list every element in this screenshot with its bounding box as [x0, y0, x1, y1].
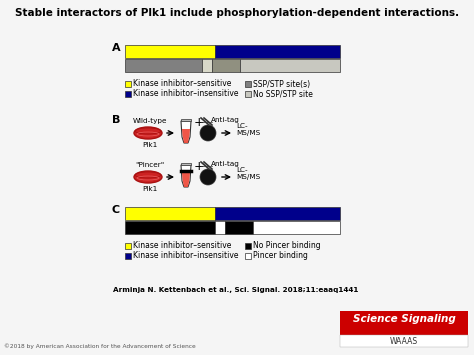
- Text: +: +: [194, 160, 205, 174]
- Text: LC-
MS/MS: LC- MS/MS: [236, 168, 260, 180]
- Polygon shape: [182, 173, 190, 187]
- Polygon shape: [181, 121, 191, 143]
- Bar: [181, 119, 191, 121]
- Bar: [125, 45, 215, 58]
- Bar: [125, 207, 215, 220]
- Bar: [125, 221, 215, 234]
- Bar: [125, 243, 131, 249]
- Bar: [245, 91, 251, 97]
- Polygon shape: [181, 165, 191, 187]
- Text: C: C: [112, 205, 120, 215]
- Bar: [245, 81, 251, 87]
- Bar: [181, 163, 191, 165]
- Text: Wild-type: Wild-type: [133, 118, 167, 124]
- Text: Kinase inhibitor–sensitive: Kinase inhibitor–sensitive: [133, 80, 231, 88]
- Bar: [240, 59, 340, 72]
- Bar: [125, 81, 131, 87]
- Bar: [340, 311, 468, 335]
- Text: A: A: [112, 43, 120, 53]
- Bar: [125, 59, 202, 72]
- Text: SSP/STP site(s): SSP/STP site(s): [253, 80, 310, 88]
- Bar: [215, 207, 340, 220]
- Bar: [125, 91, 131, 97]
- Text: +: +: [194, 116, 205, 130]
- Text: Plk1: Plk1: [142, 186, 158, 192]
- Text: LC-
MS/MS: LC- MS/MS: [236, 124, 260, 137]
- Text: Anti-tag: Anti-tag: [211, 161, 240, 167]
- Bar: [125, 253, 131, 259]
- Circle shape: [200, 125, 216, 141]
- Text: No Pincer binding: No Pincer binding: [253, 241, 320, 251]
- Polygon shape: [182, 129, 190, 143]
- Circle shape: [200, 169, 216, 185]
- Ellipse shape: [134, 171, 162, 183]
- Text: ©2018 by American Association for the Advancement of Science: ©2018 by American Association for the Ad…: [4, 343, 196, 349]
- Text: No SSP/STP site: No SSP/STP site: [253, 89, 313, 98]
- Bar: [245, 243, 251, 249]
- Text: Kinase inhibitor–insensitive: Kinase inhibitor–insensitive: [133, 89, 238, 98]
- Text: Arminja N. Kettenbach et al., Sci. Signal. 2018;11:eaaq1441: Arminja N. Kettenbach et al., Sci. Signa…: [113, 287, 358, 293]
- Text: Stable interactors of Plk1 include phosphorylation-dependent interactions.: Stable interactors of Plk1 include phosp…: [15, 8, 459, 18]
- Bar: [245, 253, 251, 259]
- Bar: [340, 335, 468, 347]
- Text: Kinase inhibitor–insensitive: Kinase inhibitor–insensitive: [133, 251, 238, 261]
- Text: Science Signaling: Science Signaling: [353, 314, 456, 324]
- Bar: [225, 221, 253, 234]
- Bar: [215, 45, 340, 58]
- Bar: [253, 221, 340, 234]
- Text: WAAAS: WAAAS: [390, 337, 418, 345]
- Ellipse shape: [134, 127, 162, 139]
- Text: Plk1: Plk1: [142, 142, 158, 148]
- Text: B: B: [112, 115, 120, 125]
- Text: "Pincer": "Pincer": [136, 162, 164, 168]
- Bar: [202, 59, 212, 72]
- Bar: [212, 59, 240, 72]
- Bar: [215, 221, 225, 234]
- Text: Kinase inhibitor–sensitive: Kinase inhibitor–sensitive: [133, 241, 231, 251]
- Text: Anti-tag: Anti-tag: [211, 117, 240, 123]
- Text: Pincer binding: Pincer binding: [253, 251, 308, 261]
